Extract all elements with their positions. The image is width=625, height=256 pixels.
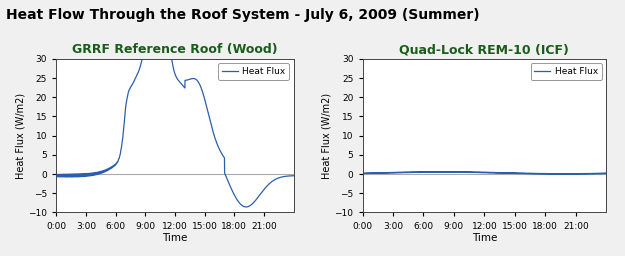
Legend: Heat Flux: Heat Flux: [218, 63, 289, 80]
Heat Flux: [542, 172, 549, 175]
Heat Flux: [231, 194, 238, 197]
Heat Flux: [359, 172, 366, 175]
Title: GRRF Reference Roof (Wood): GRRF Reference Roof (Wood): [72, 43, 278, 56]
X-axis label: Time: Time: [472, 233, 497, 243]
Text: Heat Flow Through the Roof System - July 6, 2009 (Summer): Heat Flow Through the Roof System - July…: [6, 8, 480, 22]
Heat Flux: [439, 170, 446, 173]
Line: Heat Flux: Heat Flux: [56, 0, 294, 207]
Heat Flux: [560, 173, 568, 176]
Heat Flux: [249, 202, 256, 205]
Heat Flux: [513, 172, 521, 175]
Heat Flux: [203, 106, 211, 109]
Title: Quad-Lock REM-10 (ICF): Quad-Lock REM-10 (ICF): [399, 43, 569, 56]
Heat Flux: [436, 171, 444, 174]
Heat Flux: [52, 174, 60, 177]
Legend: Heat Flux: Heat Flux: [531, 63, 602, 80]
Heat Flux: [602, 172, 610, 175]
Heat Flux: [218, 153, 226, 156]
Heat Flux: [560, 173, 568, 176]
Heat Flux: [529, 172, 536, 175]
Heat Flux: [529, 172, 536, 175]
Y-axis label: Heat Flux (W/m2): Heat Flux (W/m2): [322, 93, 332, 179]
Y-axis label: Heat Flux (W/m2): Heat Flux (W/m2): [16, 93, 26, 179]
Line: Heat Flux: Heat Flux: [362, 172, 606, 174]
Heat Flux: [290, 174, 298, 177]
Heat Flux: [218, 153, 226, 156]
Heat Flux: [242, 205, 250, 208]
Heat Flux: [128, 84, 136, 87]
X-axis label: Time: Time: [162, 233, 188, 243]
